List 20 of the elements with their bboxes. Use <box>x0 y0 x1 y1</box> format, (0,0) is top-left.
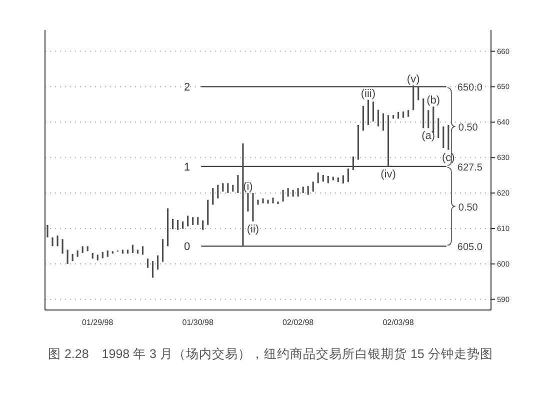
annotation: 0 <box>184 241 190 254</box>
annotation: 1 <box>184 161 190 174</box>
text: 图 2.28 1998 年 3 月（场内交易），纽约商品交易所白银期货 15 分钟走势图 <box>48 346 493 361</box>
x-tick-label: 01/29/98 <box>82 318 114 327</box>
ref-line-label: 650.0 <box>457 82 483 94</box>
data-label: (ii) <box>246 223 260 236</box>
ref-line-label: 627.5 <box>457 162 483 174</box>
annotation: 0.50 <box>458 202 478 214</box>
data-label: (v) <box>406 73 420 86</box>
x-tick-label: 02/03/98 <box>382 318 414 327</box>
x-tick-label: 02/02/98 <box>282 318 314 327</box>
annotation: 0.50 <box>458 122 478 134</box>
data-label: (a) <box>422 130 436 142</box>
data-label: (i) <box>243 181 253 194</box>
data-label: (b) <box>426 94 440 107</box>
data-label: (iv) <box>380 168 396 180</box>
annotation: 2 <box>184 82 190 94</box>
x-tick-label: 01/30/98 <box>182 318 214 327</box>
data-label: (iii) <box>360 88 376 100</box>
ref-line-label: 605.0 <box>457 242 483 254</box>
